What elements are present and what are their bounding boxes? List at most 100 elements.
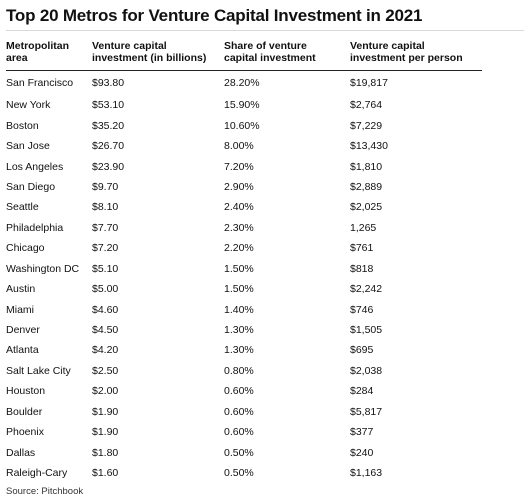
cell-investment: $35.20 (92, 119, 125, 132)
table-row: Phoenix $1.90 0.60% $377 (6, 422, 482, 442)
column-header-investment: Venture capital investment (in billions) (92, 40, 224, 71)
column-header-per-person: Venture capital investment per person (350, 40, 482, 71)
cell-share: 28.20% (224, 77, 260, 89)
cell-share: 1.50% (224, 262, 254, 275)
cell-area: San Francisco (6, 77, 74, 89)
table-row: Atlanta $4.20 1.30% $695 (6, 340, 482, 360)
cell-area: Boulder (6, 405, 43, 418)
cell-area: Seattle (6, 201, 39, 214)
column-header-area: Metropolitan area (6, 40, 92, 71)
table-row: Chicago $7.20 2.20% $761 (6, 238, 482, 258)
cell-area: Phoenix (6, 426, 44, 439)
cell-area: Austin (6, 283, 36, 296)
table-row: Seattle $8.10 2.40% $2,025 (6, 197, 482, 217)
table-row: Philadelphia $7.70 2.30% 1,265 (6, 218, 482, 238)
table-row: Denver $4.50 1.30% $1,505 (6, 320, 482, 340)
cell-share: 2.20% (224, 242, 254, 255)
cell-per-person: $19,817 (350, 77, 388, 89)
cell-share: 7.20% (224, 160, 254, 173)
cell-share: 0.80% (224, 364, 254, 377)
cell-investment: $53.10 (92, 99, 125, 112)
cell-investment: $23.90 (92, 160, 125, 173)
cell-share: 2.90% (224, 180, 254, 193)
cell-area: Raleigh-Cary (6, 467, 68, 480)
table-header-row: Metropolitan area Venture capital invest… (6, 40, 482, 71)
table-row: Los Angeles $23.90 7.20% $1,810 (6, 156, 482, 176)
table-row: Boston $35.20 10.60% $7,229 (6, 115, 482, 135)
cell-share: 0.50% (224, 446, 254, 459)
cell-area: Chicago (6, 242, 45, 255)
cell-share: 1.30% (224, 344, 254, 357)
cell-per-person: $1,810 (350, 160, 383, 173)
cell-share: 2.40% (224, 201, 254, 214)
table-row: Miami $4.60 1.40% $746 (6, 299, 482, 319)
cell-share: 0.60% (224, 426, 254, 439)
column-header-line: Venture capital (92, 40, 167, 52)
cell-per-person: $818 (350, 262, 374, 275)
cell-area: Denver (6, 324, 40, 337)
cell-share: 1.30% (224, 324, 254, 337)
table-row: Houston $2.00 0.60% $284 (6, 381, 482, 401)
cell-investment: $7.20 (92, 242, 119, 255)
cell-area: Miami (6, 303, 34, 316)
cell-per-person: $240 (350, 446, 374, 459)
cell-per-person: $2,242 (350, 283, 383, 296)
column-header-line: capital investment (224, 52, 316, 64)
cell-per-person: $2,764 (350, 99, 383, 112)
cell-area: Boston (6, 119, 39, 132)
column-header-line: Metropolitan (6, 40, 69, 52)
cell-per-person: $695 (350, 344, 374, 357)
cell-share: 10.60% (224, 119, 260, 132)
cell-investment: $2.50 (92, 364, 119, 377)
cell-per-person: $7,229 (350, 119, 383, 132)
cell-investment: $2.00 (92, 385, 119, 398)
cell-per-person: 1,265 (350, 221, 377, 234)
cell-investment: $1.80 (92, 446, 119, 459)
cell-per-person: $13,430 (350, 140, 388, 153)
cell-per-person: $1,163 (350, 467, 383, 480)
cell-area: Dallas (6, 446, 36, 459)
cell-area: Washington DC (6, 262, 80, 275)
table-row: San Diego $9.70 2.90% $2,889 (6, 177, 482, 197)
table-row: Dallas $1.80 0.50% $240 (6, 442, 482, 462)
cell-area: Los Angeles (6, 160, 64, 173)
page-title: Top 20 Metros for Venture Capital Invest… (6, 6, 423, 25)
cell-per-person: $761 (350, 242, 374, 255)
cell-share: 0.60% (224, 385, 254, 398)
cell-area: San Diego (6, 180, 56, 193)
cell-per-person: $284 (350, 385, 374, 398)
table-row: Salt Lake City $2.50 0.80% $2,038 (6, 361, 482, 381)
cell-per-person: $5,817 (350, 405, 383, 418)
cell-investment: $7.70 (92, 221, 119, 234)
column-header-share: Share of venture capital investment (224, 40, 350, 71)
cell-investment: $4.20 (92, 344, 119, 357)
cell-share: 1.50% (224, 283, 254, 296)
title-divider (6, 30, 524, 31)
cell-area: New York (6, 99, 51, 112)
cell-investment: $4.60 (92, 303, 119, 316)
cell-share: 0.50% (224, 467, 254, 480)
cell-investment: $1.60 (92, 467, 119, 480)
column-header-line: Venture capital (350, 40, 425, 52)
cell-share: 15.90% (224, 99, 260, 112)
cell-share: 0.60% (224, 405, 254, 418)
cell-per-person: $1,505 (350, 324, 383, 337)
cell-area: Houston (6, 385, 46, 398)
cell-per-person: $2,025 (350, 201, 383, 214)
cell-area: Philadelphia (6, 221, 64, 234)
cell-share: 2.30% (224, 221, 254, 234)
cell-investment: $1.90 (92, 426, 119, 439)
cell-investment: $5.10 (92, 262, 119, 275)
cell-area: Salt Lake City (6, 364, 71, 377)
cell-investment: $9.70 (92, 180, 119, 193)
table-row: Boulder $1.90 0.60% $5,817 (6, 402, 482, 422)
cell-investment: $1.90 (92, 405, 119, 418)
column-header-line: investment (in billions) (92, 52, 207, 64)
cell-per-person: $2,889 (350, 180, 383, 193)
source-note: Source: Pitchbook (6, 486, 84, 498)
cell-share: 1.40% (224, 303, 254, 316)
cell-area: Atlanta (6, 344, 39, 357)
cell-share: 8.00% (224, 140, 254, 153)
cell-investment: $8.10 (92, 201, 119, 214)
